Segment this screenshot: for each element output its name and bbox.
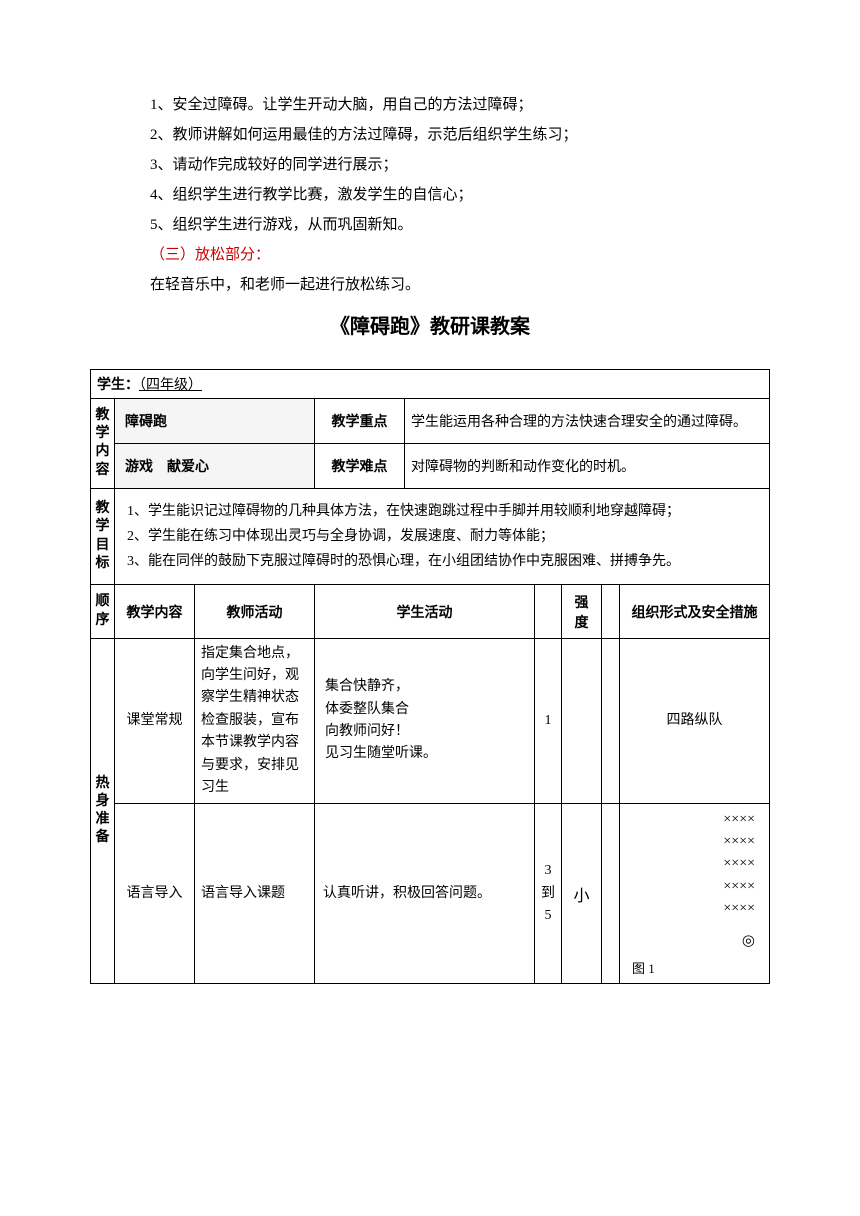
intro-item-1: 1、安全过障碍。让学生开动大脑，用自己的方法过障碍；: [150, 90, 770, 120]
teaching-content-vlabel: 教学内容: [91, 399, 115, 489]
goal-3: 3、能在同伴的鼓励下克服过障碍时的恐惧心理，在小组团结协作中克服困难、拼搏争先。: [127, 549, 757, 574]
document-page: 1、安全过障碍。让学生开动大脑，用自己的方法过障碍； 2、教师讲解如何运用最佳的…: [0, 0, 860, 1024]
warmup-vlabel: 热身准备: [91, 638, 115, 984]
goals-vlabel-text: 教学目标: [96, 501, 110, 571]
r1-time: 1: [535, 638, 562, 804]
r2-student: 认真听讲，积极回答问题。: [315, 804, 535, 984]
r2-blank: [602, 804, 620, 984]
intro-item-4: 4、组织学生进行教学比赛，激发学生的自信心；: [150, 180, 770, 210]
goals-vlabel: 教学目标: [91, 488, 115, 585]
r2-time: 3 到 5: [535, 804, 562, 984]
intro-item-3: 3、请动作完成较好的同学进行展示；: [150, 150, 770, 180]
r2-content: 语言导入: [115, 804, 195, 984]
hdr-content: 教学内容: [115, 585, 195, 638]
fig-label: 图 1: [626, 959, 755, 980]
goals-cell: 1、学生能识记过障碍物的几种具体方法，在快速跑跳过程中手脚并用较顺利地穿越障碍；…: [115, 488, 770, 585]
sub-topic: 游戏 献爱心: [115, 443, 315, 488]
student-row: 学生：（四年级）: [91, 370, 770, 399]
goal-1: 1、学生能识记过障碍物的几种具体方法，在快速跑跳过程中手脚并用较顺利地穿越障碍；: [127, 499, 757, 524]
goals-row: 教学目标 1、学生能识记过障碍物的几种具体方法，在快速跑跳过程中手脚并用较顺利地…: [91, 488, 770, 585]
r1-student: 集合快静齐， 体委整队集合 向教师问好！ 见习生随堂听课。: [315, 638, 535, 804]
org-line-2: ××××: [626, 831, 755, 853]
hdr-student: 学生活动: [315, 585, 535, 638]
org-line-4: ××××: [626, 876, 755, 898]
keypoint-text: 学生能运用各种合理的方法快速合理安全的通过障碍。: [405, 399, 770, 444]
main-topic: 障碍跑: [115, 399, 315, 444]
org-line-3: ××××: [626, 853, 755, 875]
warmup-row-2: 语言导入 语言导入课题 认真听讲，积极回答问题。 3 到 5 小 ×××× ××…: [91, 804, 770, 984]
keypoint-label: 教学重点: [315, 399, 405, 444]
r1-intensity: [562, 638, 602, 804]
goal-2: 2、学生能在练习中体现出灵巧与全身协调，发展速度、耐力等体能；: [127, 524, 757, 549]
difficulty-text: 对障碍物的判断和动作变化的时机。: [405, 443, 770, 488]
student-value: （四年级）: [139, 378, 202, 393]
difficulty-label: 教学难点: [315, 443, 405, 488]
content-row-1: 教学内容 障碍跑 教学重点 学生能运用各种合理的方法快速合理安全的通过障碍。: [91, 399, 770, 444]
relax-heading: （三）放松部分：: [150, 240, 770, 270]
hdr-intensity: 强度: [562, 585, 602, 638]
warmup-vlabel-text: 热身准备: [96, 776, 110, 846]
r1-content: 课堂常规: [115, 638, 195, 804]
student-label: 学生：: [97, 378, 139, 393]
teaching-content-vlabel-text: 教学内容: [96, 408, 110, 478]
r1-blank: [602, 638, 620, 804]
intro-item-5: 5、组织学生进行游戏，从而巩固新知。: [150, 210, 770, 240]
hdr-teacher: 教师活动: [195, 585, 315, 638]
relax-body: 在轻音乐中，和老师一起进行放松练习。: [150, 270, 770, 300]
hdr-blank2: [602, 585, 620, 638]
r2-intensity: 小: [562, 804, 602, 984]
warmup-row-1: 热身准备 课堂常规 指定集合地点，向学生问好，观察学生精神状态 检查服装，宣布本…: [91, 638, 770, 804]
org-line-5: ××××: [626, 898, 755, 920]
org-line-1: ××××: [626, 809, 755, 831]
r1-teacher: 指定集合地点，向学生问好，观察学生精神状态 检查服装，宣布本节课教学内容与要求，…: [195, 638, 315, 804]
lesson-plan-table: 学生：（四年级） 教学内容 障碍跑 教学重点 学生能运用各种合理的方法快速合理安…: [90, 369, 770, 984]
r2-org: ×××× ×××× ×××× ×××× ×××× ◎ 图 1: [620, 804, 770, 984]
lesson-title: 《障碍跑》教研课教案: [90, 310, 770, 339]
header-row: 顺序 教学内容 教师活动 学生活动 强度 组织形式及安全措施: [91, 585, 770, 638]
r2-teacher: 语言导入课题: [195, 804, 315, 984]
intro-item-2: 2、教师讲解如何运用最佳的方法过障碍，示范后组织学生练习；: [150, 120, 770, 150]
r1-org: 四路纵队: [620, 638, 770, 804]
hdr-org: 组织形式及安全措施: [620, 585, 770, 638]
org-symbol: ◎: [626, 929, 755, 953]
hdr-sequence: 顺序: [91, 585, 115, 638]
hdr-time-blank: [535, 585, 562, 638]
content-row-2: 游戏 献爱心 教学难点 对障碍物的判断和动作变化的时机。: [91, 443, 770, 488]
